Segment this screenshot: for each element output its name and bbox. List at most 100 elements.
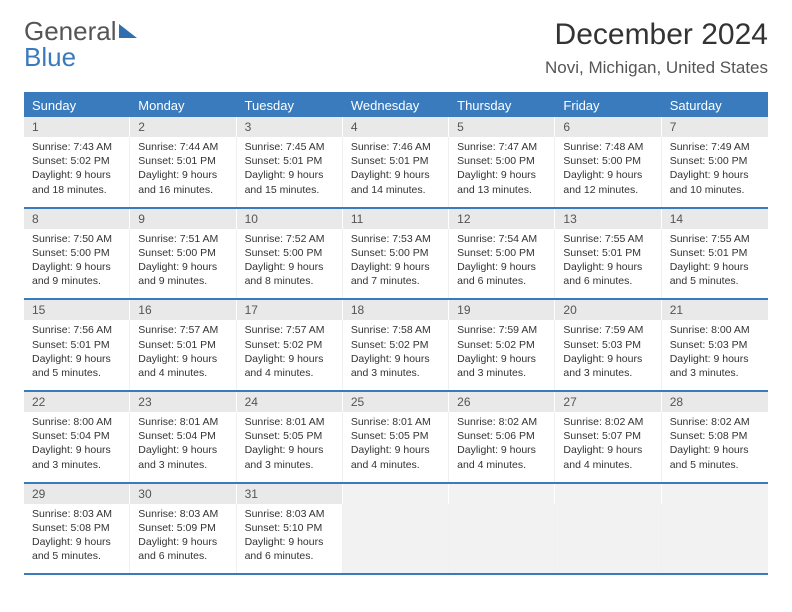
daylight-line: Daylight: 9 hours and 3 minutes. [670,352,760,380]
daylight-line: Daylight: 9 hours and 5 minutes. [670,260,760,288]
day-detail-cell: Sunrise: 8:00 AMSunset: 5:04 PMDaylight:… [24,412,130,482]
sunrise-line: Sunrise: 8:03 AM [32,507,121,521]
daylight-line: Daylight: 9 hours and 7 minutes. [351,260,440,288]
day-number-cell: 2 [130,117,236,137]
sunset-line: Sunset: 5:01 PM [138,338,227,352]
sunrise-line: Sunrise: 7:57 AM [138,323,227,337]
sunset-line: Sunset: 5:04 PM [32,429,121,443]
sunrise-line: Sunrise: 8:01 AM [351,415,440,429]
day-detail-cell: Sunrise: 8:03 AMSunset: 5:10 PMDaylight:… [237,504,343,574]
dow-cell: Sunday [24,94,130,117]
day-number-cell: 30 [130,484,236,504]
day-detail-cell: Sunrise: 7:59 AMSunset: 5:02 PMDaylight:… [449,320,555,390]
sunrise-line: Sunrise: 8:02 AM [563,415,652,429]
sunset-line: Sunset: 5:00 PM [245,246,334,260]
daylight-line: Daylight: 9 hours and 4 minutes. [245,352,334,380]
sunrise-line: Sunrise: 8:01 AM [245,415,334,429]
sunset-line: Sunset: 5:03 PM [670,338,760,352]
sunrise-line: Sunrise: 7:47 AM [457,140,546,154]
sunrise-line: Sunrise: 7:52 AM [245,232,334,246]
sunset-line: Sunset: 5:01 PM [351,154,440,168]
sunset-line: Sunset: 5:05 PM [351,429,440,443]
sunset-line: Sunset: 5:01 PM [32,338,121,352]
location-subtitle: Novi, Michigan, United States [545,58,768,78]
daylight-line: Daylight: 9 hours and 3 minutes. [245,443,334,471]
calendar-week: 293031Sunrise: 8:03 AMSunset: 5:08 PMDay… [24,484,768,576]
sunrise-line: Sunrise: 7:56 AM [32,323,121,337]
day-detail-cell: Sunrise: 7:54 AMSunset: 5:00 PMDaylight:… [449,229,555,299]
sunset-line: Sunset: 5:08 PM [32,521,121,535]
day-detail-cell: Sunrise: 7:57 AMSunset: 5:01 PMDaylight:… [130,320,236,390]
sunset-line: Sunset: 5:00 PM [32,246,121,260]
day-number-cell: 29 [24,484,130,504]
daylight-line: Daylight: 9 hours and 5 minutes. [32,352,121,380]
sunset-line: Sunset: 5:06 PM [457,429,546,443]
daylight-line: Daylight: 9 hours and 4 minutes. [457,443,546,471]
daylight-line: Daylight: 9 hours and 8 minutes. [245,260,334,288]
day-detail-cell: Sunrise: 7:57 AMSunset: 5:02 PMDaylight:… [237,320,343,390]
calendar-week: 891011121314Sunrise: 7:50 AMSunset: 5:00… [24,209,768,301]
daylight-line: Daylight: 9 hours and 6 minutes. [563,260,652,288]
day-detail-cell: Sunrise: 7:55 AMSunset: 5:01 PMDaylight:… [555,229,661,299]
day-number-cell: 5 [449,117,555,137]
calendar-week: 1234567Sunrise: 7:43 AMSunset: 5:02 PMDa… [24,117,768,209]
sunset-line: Sunset: 5:01 PM [670,246,760,260]
day-detail-cell [343,504,449,574]
day-detail-cell: Sunrise: 7:50 AMSunset: 5:00 PMDaylight:… [24,229,130,299]
daylight-line: Daylight: 9 hours and 10 minutes. [670,168,760,196]
day-number-cell: 13 [555,209,661,229]
day-number-cell: 16 [130,300,236,320]
day-detail-cell: Sunrise: 7:44 AMSunset: 5:01 PMDaylight:… [130,137,236,207]
sunset-line: Sunset: 5:01 PM [138,154,227,168]
day-number-cell: 17 [237,300,343,320]
sunrise-line: Sunrise: 7:57 AM [245,323,334,337]
sunrise-line: Sunrise: 7:58 AM [351,323,440,337]
day-detail-cell: Sunrise: 8:02 AMSunset: 5:07 PMDaylight:… [555,412,661,482]
sunrise-line: Sunrise: 7:46 AM [351,140,440,154]
day-number-cell: 8 [24,209,130,229]
day-detail-cell: Sunrise: 7:53 AMSunset: 5:00 PMDaylight:… [343,229,449,299]
logo: General Blue [24,18,137,70]
day-detail-cell: Sunrise: 8:02 AMSunset: 5:08 PMDaylight:… [662,412,768,482]
day-number-cell: 18 [343,300,449,320]
day-number-cell: 6 [555,117,661,137]
logo-text-2: Blue [24,44,137,70]
day-number-cell: 9 [130,209,236,229]
sunrise-line: Sunrise: 7:48 AM [563,140,652,154]
calendar-week: 22232425262728Sunrise: 8:00 AMSunset: 5:… [24,392,768,484]
day-number-cell: 28 [662,392,768,412]
page-title: December 2024 [545,18,768,52]
sunrise-line: Sunrise: 8:03 AM [138,507,227,521]
daylight-line: Daylight: 9 hours and 3 minutes. [351,352,440,380]
sunset-line: Sunset: 5:04 PM [138,429,227,443]
sunset-line: Sunset: 5:00 PM [457,246,546,260]
daylight-line: Daylight: 9 hours and 15 minutes. [245,168,334,196]
sunset-line: Sunset: 5:07 PM [563,429,652,443]
day-detail-cell: Sunrise: 7:56 AMSunset: 5:01 PMDaylight:… [24,320,130,390]
daylight-line: Daylight: 9 hours and 12 minutes. [563,168,652,196]
calendar: SundayMondayTuesdayWednesdayThursdayFrid… [24,92,768,575]
day-number-cell: 22 [24,392,130,412]
day-detail-cell: Sunrise: 8:01 AMSunset: 5:04 PMDaylight:… [130,412,236,482]
day-detail-cell: Sunrise: 7:46 AMSunset: 5:01 PMDaylight:… [343,137,449,207]
dow-cell: Tuesday [237,94,343,117]
day-detail-cell: Sunrise: 7:51 AMSunset: 5:00 PMDaylight:… [130,229,236,299]
sunrise-line: Sunrise: 7:49 AM [670,140,760,154]
day-number-cell: 25 [343,392,449,412]
daylight-line: Daylight: 9 hours and 3 minutes. [138,443,227,471]
sunrise-line: Sunrise: 7:59 AM [457,323,546,337]
sunset-line: Sunset: 5:02 PM [457,338,546,352]
dow-cell: Thursday [449,94,555,117]
daylight-line: Daylight: 9 hours and 9 minutes. [138,260,227,288]
day-number-cell: 15 [24,300,130,320]
day-number-cell [343,484,449,504]
day-number-cell [449,484,555,504]
daylight-line: Daylight: 9 hours and 6 minutes. [457,260,546,288]
title-block: December 2024 Novi, Michigan, United Sta… [545,18,768,78]
sunset-line: Sunset: 5:00 PM [563,154,652,168]
sunrise-line: Sunrise: 7:55 AM [670,232,760,246]
dow-cell: Friday [555,94,661,117]
daylight-line: Daylight: 9 hours and 5 minutes. [670,443,760,471]
day-detail-cell: Sunrise: 8:03 AMSunset: 5:08 PMDaylight:… [24,504,130,574]
day-number-cell: 26 [449,392,555,412]
